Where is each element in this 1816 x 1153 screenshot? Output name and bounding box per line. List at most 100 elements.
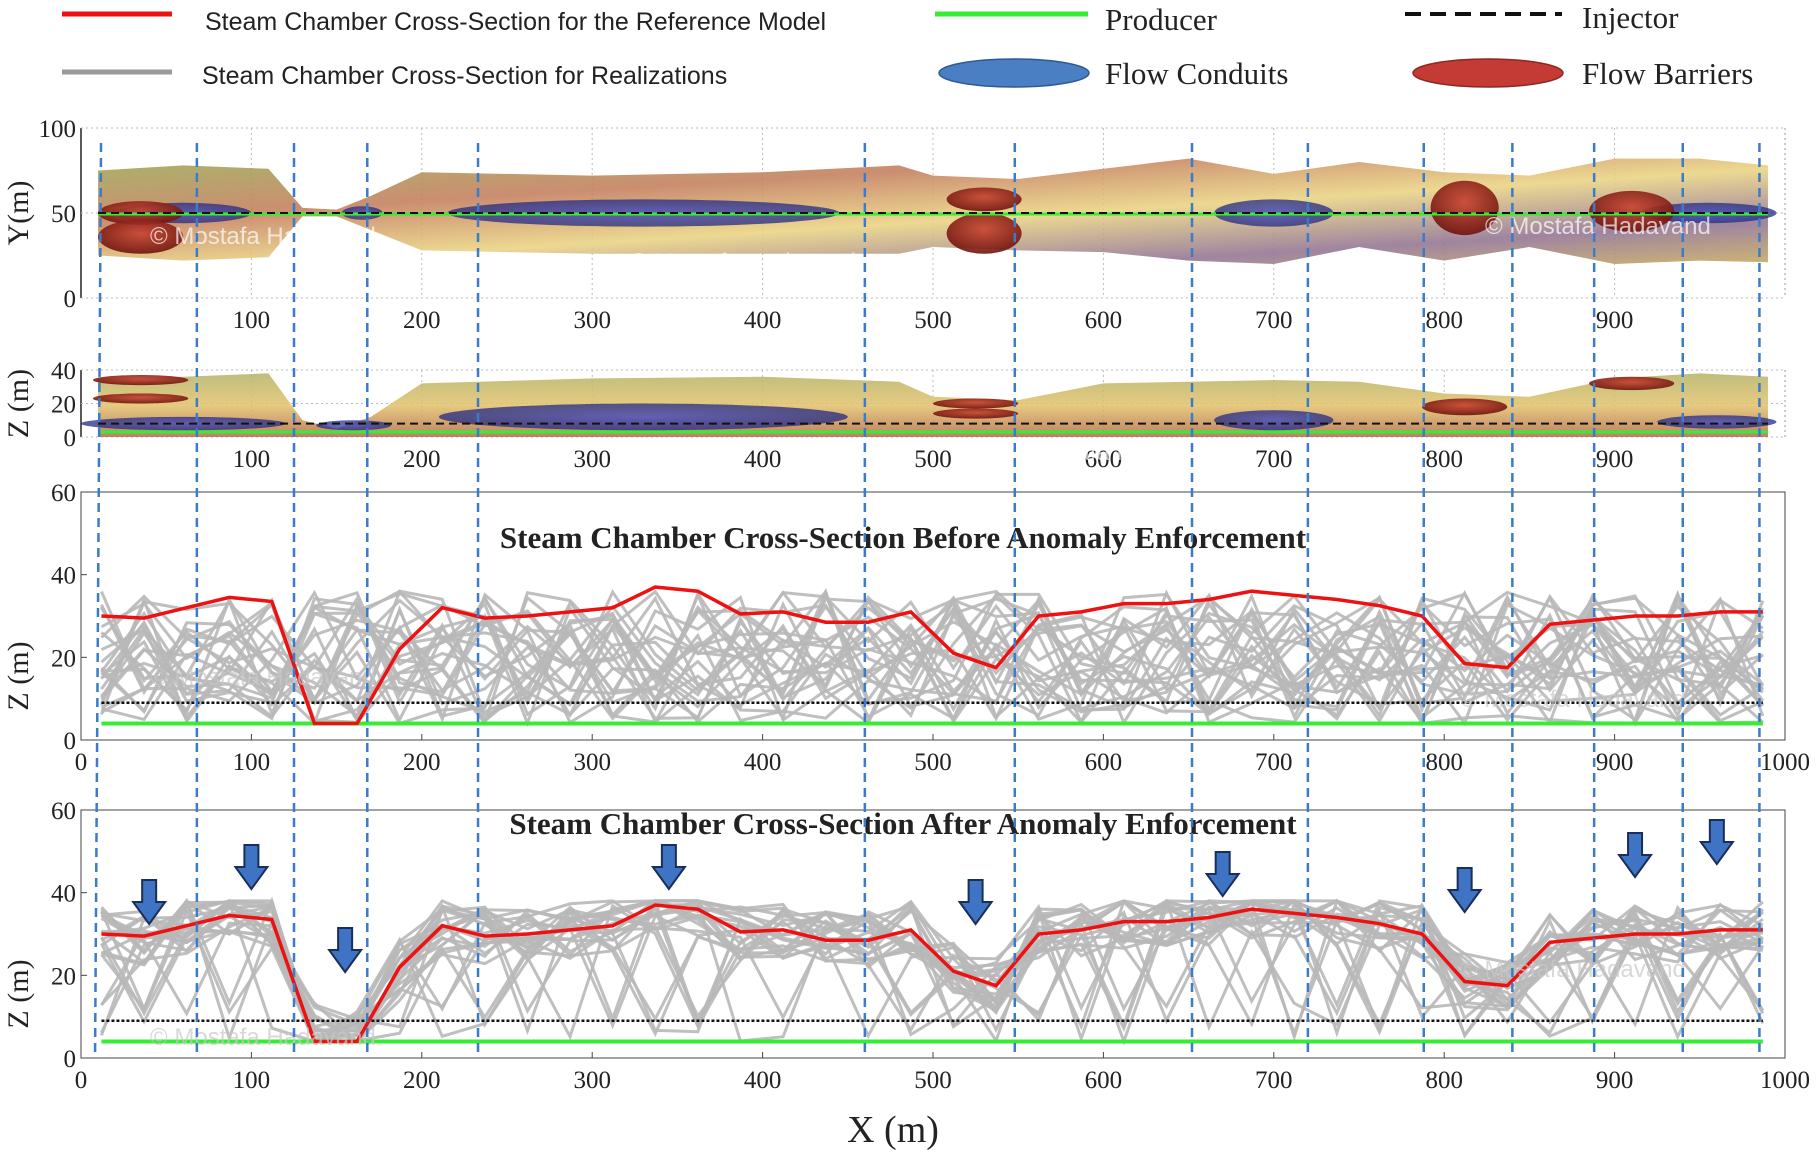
watermark: © Mostafa Hadavand xyxy=(1460,956,1686,983)
x-axis-label: X (m) xyxy=(847,1109,939,1151)
x-tick-label: 800 xyxy=(1425,307,1463,334)
legend-producer-label: Producer xyxy=(1105,2,1218,37)
x-tick-label: 500 xyxy=(914,1067,952,1094)
y-tick-label: 20 xyxy=(51,645,76,672)
x-tick-label: 700 xyxy=(1255,1067,1293,1094)
x-tick-label: 300 xyxy=(573,307,611,334)
anomaly-arrow xyxy=(1698,819,1735,866)
realization-line xyxy=(100,594,1764,715)
anomaly-arrow xyxy=(650,844,687,891)
flow-conduit xyxy=(1214,410,1334,431)
flow-barrier xyxy=(1589,376,1675,391)
realization-line xyxy=(100,598,1764,723)
x-tick-label: 700 xyxy=(1255,749,1293,776)
flow-barrier xyxy=(946,187,1022,212)
y-axis-label: Z (m) xyxy=(2,959,35,1028)
reservoir-body xyxy=(98,158,1768,264)
watermark: © Mostafa Hadavand xyxy=(150,223,376,250)
x-tick-label: 400 xyxy=(744,1067,782,1094)
panel-title: Steam Chamber Cross-Section Before Anoma… xyxy=(500,520,1307,555)
x-tick-label: 900 xyxy=(1596,749,1634,776)
x-tick-label: 300 xyxy=(573,1067,611,1094)
realization-line xyxy=(100,590,1764,728)
legend-realizations-label: Steam Chamber Cross-Section for Realizat… xyxy=(202,62,727,90)
anomaly-arrow xyxy=(327,927,364,974)
x-tick-label: 600 xyxy=(1085,749,1123,776)
flow-barrier xyxy=(1589,190,1675,232)
x-tick-label: 300 xyxy=(573,446,611,473)
x-tick-label: 900 xyxy=(1596,446,1634,473)
legend: Steam Chamber Cross-Section for the Refe… xyxy=(62,0,1753,91)
watermark: © Mostafa Hadavand xyxy=(1485,213,1711,240)
watermark: © Mostafa Hadavand xyxy=(1460,686,1686,713)
legend-barriers-swatch xyxy=(1412,58,1564,88)
flow-conduit xyxy=(316,420,392,431)
x-tick-label: 800 xyxy=(1425,446,1463,473)
flow-barrier xyxy=(1422,398,1508,416)
anomaly-arrow xyxy=(1446,867,1483,914)
x-tick-label: 200 xyxy=(403,307,441,334)
flow-barrier xyxy=(92,375,189,386)
legend-conduits-swatch xyxy=(938,58,1090,88)
x-tick-label: 100 xyxy=(233,307,271,334)
y-tick-label: 100 xyxy=(39,116,77,143)
x-tick-label: 400 xyxy=(744,307,782,334)
flow-barrier xyxy=(946,213,1022,254)
x-tick-label: 200 xyxy=(403,446,441,473)
flow-barrier xyxy=(933,398,1019,409)
anomaly-arrow xyxy=(233,844,270,891)
panel-4: Steam Chamber Cross-Section After Anomal… xyxy=(2,798,1810,1151)
y-tick-label: 0 xyxy=(64,728,77,755)
realization-line xyxy=(100,589,1764,724)
y-tick-label: 40 xyxy=(51,881,76,908)
x-tick-label: 100 xyxy=(233,1067,271,1094)
y-tick-label: 0 xyxy=(64,425,77,452)
watermark: © Mostafa Hadavand xyxy=(1000,439,1226,466)
flow-barrier xyxy=(933,408,1019,419)
anomaly-arrow xyxy=(131,879,168,926)
realization-line xyxy=(100,588,1764,723)
realization-line xyxy=(100,898,1764,1032)
panel-3: Steam Chamber Cross-Section Before Anoma… xyxy=(2,480,1810,776)
legend-barriers-label: Flow Barriers xyxy=(1582,56,1753,91)
section-divider xyxy=(93,142,103,1059)
watermark: © Mostafa Hadavand xyxy=(630,249,856,276)
flow-barrier xyxy=(92,393,189,404)
x-tick-label: 100 xyxy=(233,446,271,473)
x-tick-label: 400 xyxy=(744,446,782,473)
reference-line xyxy=(101,903,1763,1044)
y-tick-label: 40 xyxy=(51,358,76,385)
y-tick-label: 0 xyxy=(64,1046,77,1073)
flow-conduit xyxy=(438,403,848,431)
realization-line xyxy=(101,590,1765,726)
x-tick-label: 500 xyxy=(914,307,952,334)
x-tick-label: 800 xyxy=(1425,749,1463,776)
y-tick-label: 20 xyxy=(51,392,76,419)
flow-barrier xyxy=(1430,180,1499,236)
section-dividers xyxy=(93,142,1761,1059)
x-tick-label: 500 xyxy=(914,749,952,776)
watermark: © Mostafa Hadavand xyxy=(150,1024,376,1051)
y-axis-label: Y(m) xyxy=(2,181,35,246)
x-tick-label: 700 xyxy=(1255,446,1293,473)
x-tick-label: 600 xyxy=(1085,307,1123,334)
y-tick-label: 40 xyxy=(51,563,76,590)
reference-line xyxy=(101,585,1763,726)
y-axis-label: Z (m) xyxy=(2,369,35,438)
x-tick-label: 0 xyxy=(75,749,88,776)
legend-reference-label: Steam Chamber Cross-Section for the Refe… xyxy=(205,8,826,36)
x-tick-label: 400 xyxy=(744,749,782,776)
y-axis-label: Z (m) xyxy=(2,641,35,710)
x-tick-label: 0 xyxy=(75,1067,88,1094)
x-tick-label: 200 xyxy=(403,749,441,776)
x-tick-label: 100 xyxy=(233,749,271,776)
x-tick-label: 1000 xyxy=(1760,749,1810,776)
panel-2: 0 20 40 100 200 300 400 500 600 700 800 900 Z (m) xyxy=(2,358,1786,473)
anomaly-arrow xyxy=(957,879,994,926)
watermark: © Mostafa Hadavand xyxy=(150,664,376,691)
y-tick-label: 0 xyxy=(64,286,77,313)
panel-title: Steam Chamber Cross-Section After Anomal… xyxy=(509,806,1297,841)
x-tick-label: 800 xyxy=(1425,1067,1463,1094)
